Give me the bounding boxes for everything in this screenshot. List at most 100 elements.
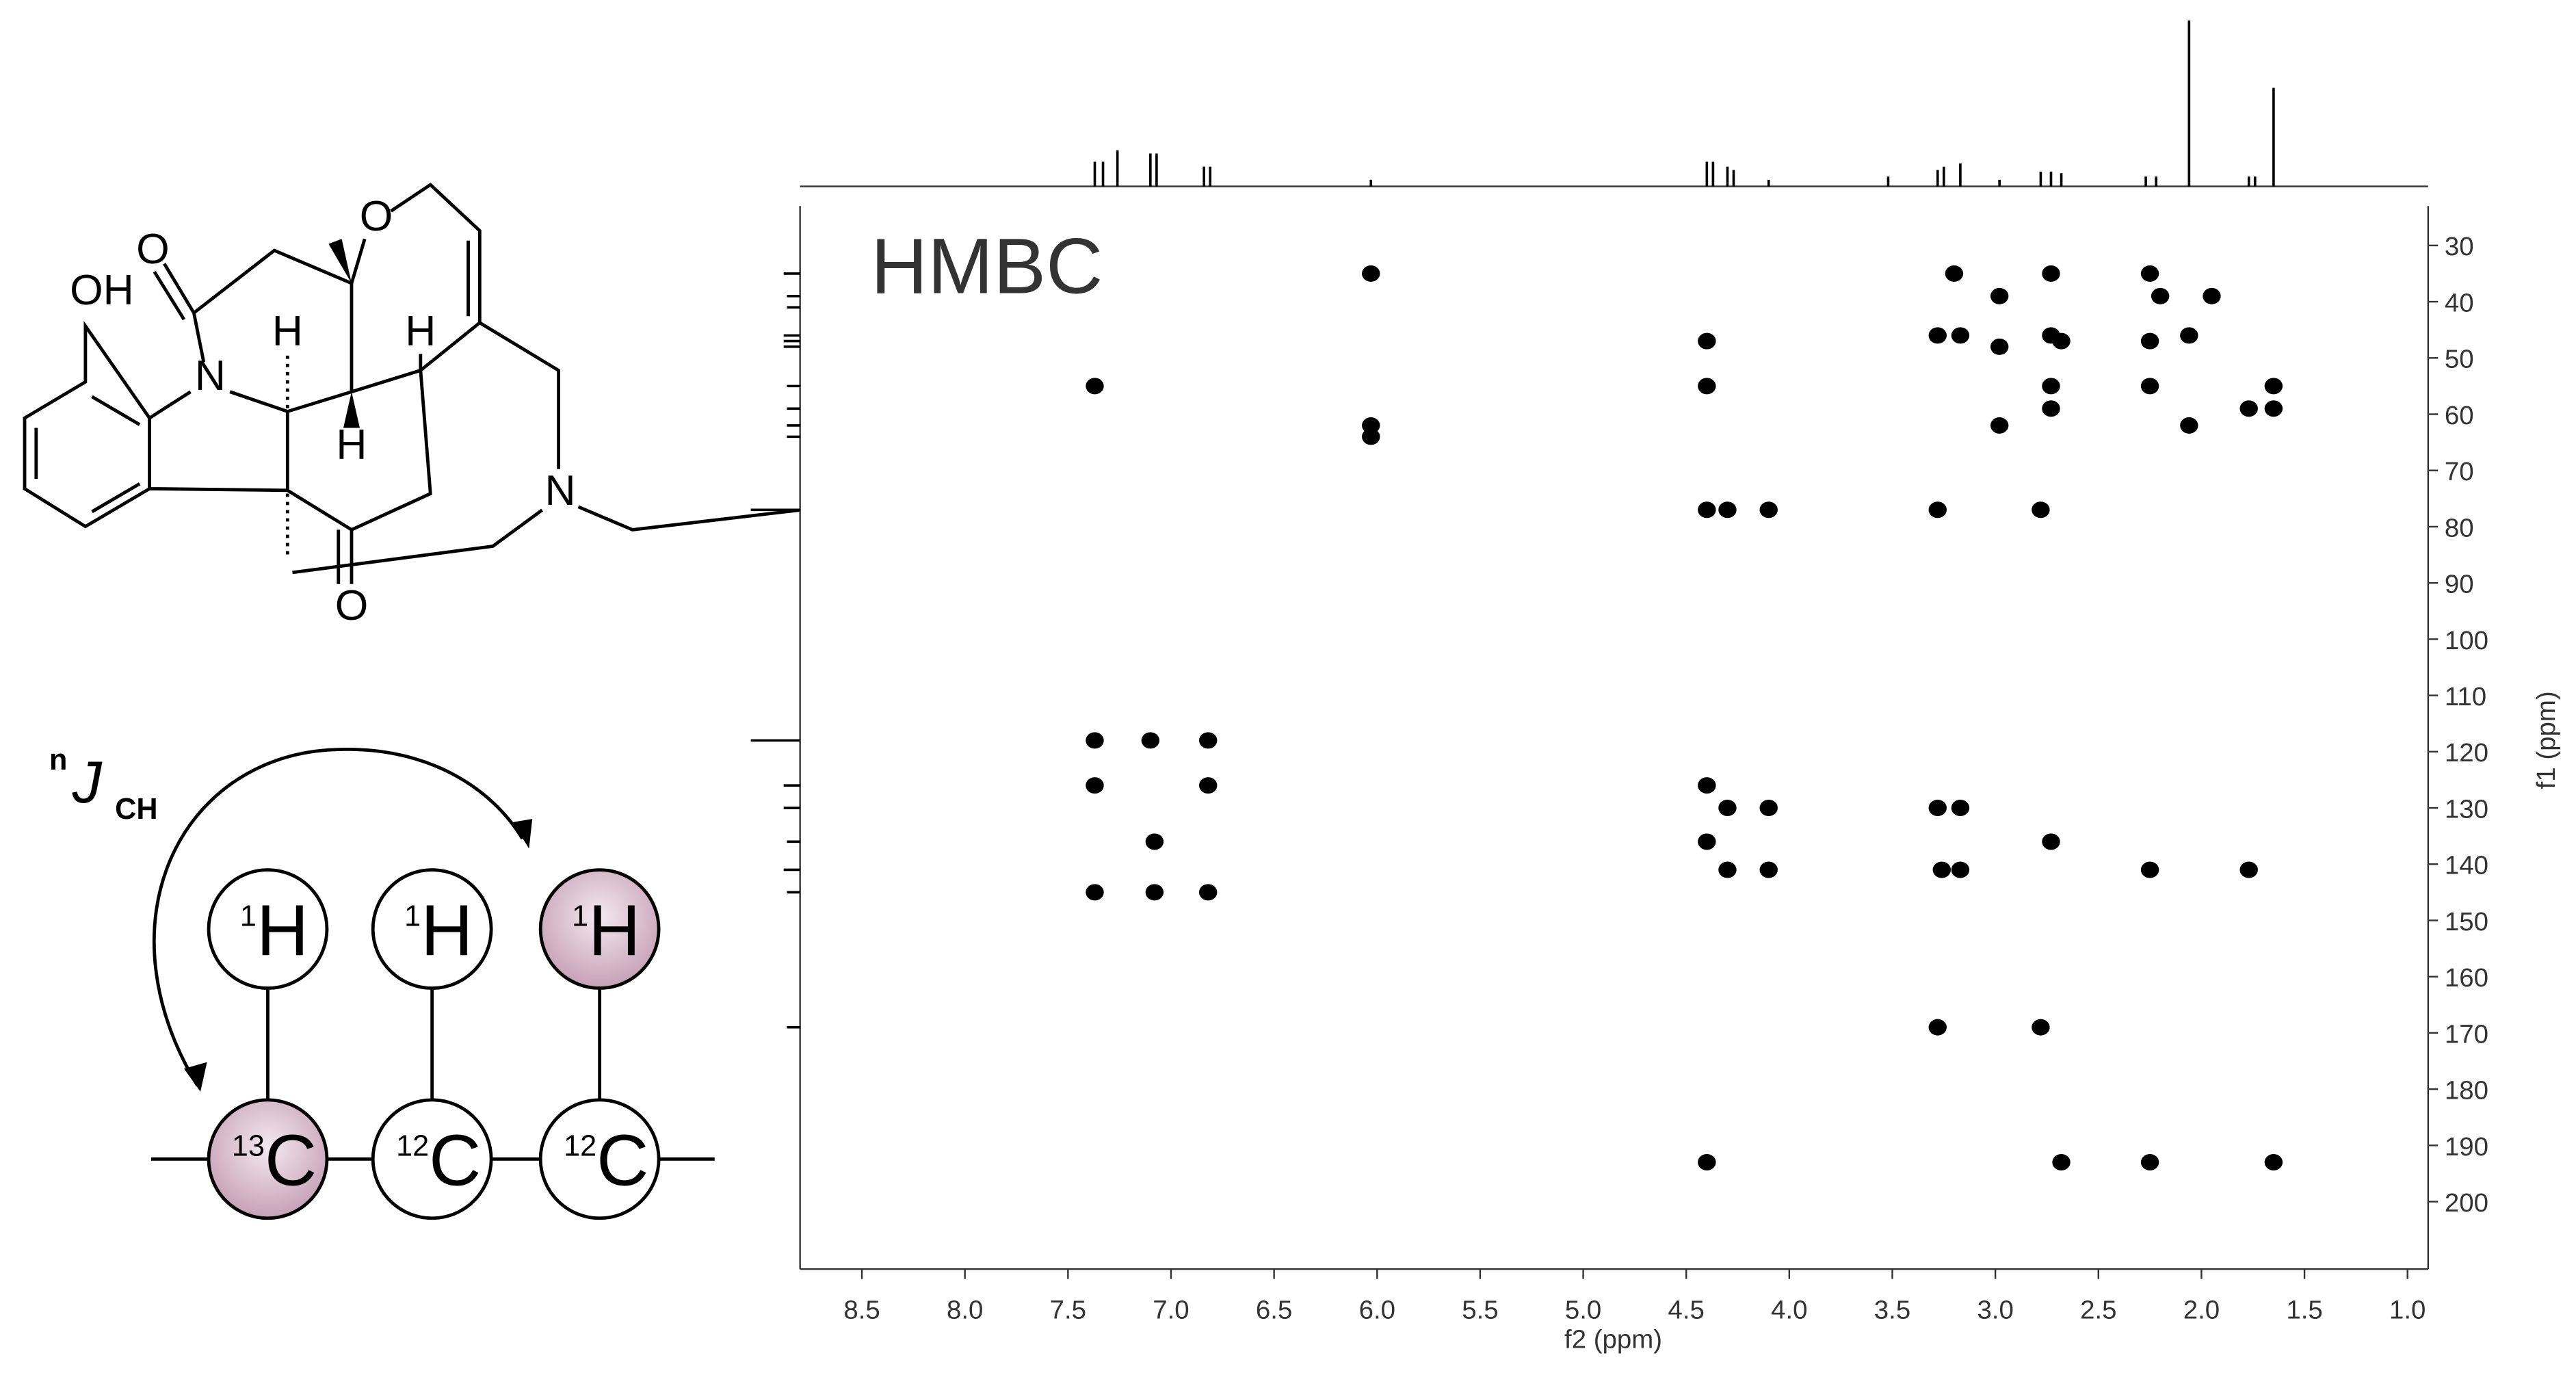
atom-label: 1H — [240, 890, 308, 971]
y-tick-label: 30 — [2445, 232, 2474, 261]
x-tick-label: 8.0 — [947, 1295, 983, 1324]
cross-peak — [1086, 884, 1104, 901]
atom: H — [405, 307, 436, 355]
cross-peak — [2140, 265, 2159, 282]
cross-peak — [1759, 800, 1778, 817]
cross-peak — [1698, 833, 1716, 850]
cross-peak — [1698, 332, 1716, 350]
cross-peak — [1199, 732, 1218, 749]
cross-peak — [1086, 378, 1104, 395]
cross-peak — [1932, 861, 1951, 878]
cross-peak — [2032, 1019, 2050, 1036]
cross-peak — [1718, 501, 1737, 519]
cross-peak — [2042, 400, 2060, 417]
element: C — [429, 1121, 481, 1201]
element: H — [257, 890, 308, 971]
atom-label: 13C — [232, 1121, 317, 1201]
atom: O — [136, 225, 170, 273]
cross-peak — [1141, 732, 1160, 749]
cross-peak — [1718, 800, 1737, 817]
cross-peak — [2264, 378, 2283, 395]
cross-peak — [1759, 861, 1778, 878]
atom-circle — [207, 868, 329, 990]
atom: N — [544, 467, 575, 514]
cross-peak — [2140, 1154, 2159, 1171]
cross-peak — [2140, 378, 2159, 395]
x-tick-label: 3.5 — [1874, 1295, 1910, 1324]
cross-peak — [1990, 338, 2009, 355]
x-axis-label: f2 (ppm) — [1564, 1325, 1662, 1354]
x-tick-label: 1.5 — [2286, 1295, 2322, 1324]
cross-peak — [2264, 400, 2283, 417]
atom-circle — [538, 868, 661, 990]
cross-peak — [2180, 327, 2198, 344]
isotope: 1 — [404, 900, 421, 932]
cross-peak — [1362, 428, 1380, 445]
atom-label: 12C — [564, 1121, 648, 1201]
element: H — [421, 890, 473, 971]
isotope: 1 — [240, 900, 257, 932]
cross-peak — [1698, 378, 1716, 395]
cross-peak — [1928, 1019, 1947, 1036]
cross-peak — [2264, 1154, 2283, 1171]
cross-peak — [1928, 800, 1947, 817]
y-tick-label: 60 — [2445, 401, 2474, 430]
cross-peak — [1990, 287, 2009, 304]
element: C — [596, 1121, 648, 1201]
cross-peak — [1698, 1154, 1716, 1171]
y-tick-label: 170 — [2445, 1019, 2488, 1049]
x-tick-label: 4.0 — [1771, 1295, 1807, 1324]
atom-label: 1H — [404, 890, 473, 971]
cross-peak — [2032, 501, 2050, 519]
x-tick-label: 3.0 — [1977, 1295, 2013, 1324]
coupling-symbol: J — [72, 750, 103, 815]
cross-peak — [1199, 777, 1218, 794]
superscript: n — [49, 744, 67, 776]
cross-peak — [1362, 417, 1380, 434]
cross-peak — [1199, 884, 1218, 901]
cross-peak — [1145, 884, 1164, 901]
molecule: OH O N H H H O N O — [23, 183, 800, 629]
atom: O — [360, 192, 393, 240]
y-tick-label: 50 — [2445, 345, 2474, 374]
x-tick-label: 5.0 — [1565, 1295, 1601, 1324]
y-tick-label: 160 — [2445, 963, 2488, 993]
y-tick-label: 90 — [2445, 570, 2474, 599]
chart-title: HMBC — [871, 223, 1103, 311]
cross-peak — [2180, 417, 2198, 434]
cross-peak — [2052, 332, 2071, 350]
bonds — [23, 183, 800, 584]
subscript: CH — [115, 793, 157, 826]
hashed-bonds — [229, 355, 289, 560]
cross-peak — [1698, 501, 1716, 519]
x-tick-label: 7.0 — [1153, 1295, 1189, 1324]
y-axis-label: f1 (ppm) — [2532, 691, 2561, 789]
cross-peak — [1951, 327, 1970, 344]
cross-peak — [2042, 265, 2060, 282]
isotope: 1 — [572, 900, 588, 932]
x-tick-label: 6.5 — [1256, 1295, 1292, 1324]
atom: H — [272, 307, 303, 355]
cross-peak — [1718, 861, 1737, 878]
cross-peak — [1698, 777, 1716, 794]
x-tick-label: 7.5 — [1050, 1295, 1086, 1324]
y-tick-label: 190 — [2445, 1132, 2488, 1162]
cross-peak — [2052, 1154, 2071, 1171]
isotope: 12 — [564, 1130, 596, 1163]
cross-peak — [1951, 861, 1970, 878]
atom-circle — [207, 1098, 329, 1220]
cross-peak — [2239, 861, 2258, 878]
atom: O — [335, 581, 369, 629]
atom-label: 1H — [572, 890, 640, 971]
y-tick-label: 80 — [2445, 513, 2474, 542]
cross-peak — [1759, 501, 1778, 519]
isotope: 13 — [232, 1130, 265, 1163]
cross-peak — [2042, 833, 2060, 850]
atom-labels: OH O N H H H O N O — [70, 192, 575, 629]
atom: N — [195, 352, 226, 400]
arrow — [153, 747, 524, 1086]
cross-peak — [1951, 800, 1970, 817]
isotope: 12 — [396, 1130, 429, 1163]
